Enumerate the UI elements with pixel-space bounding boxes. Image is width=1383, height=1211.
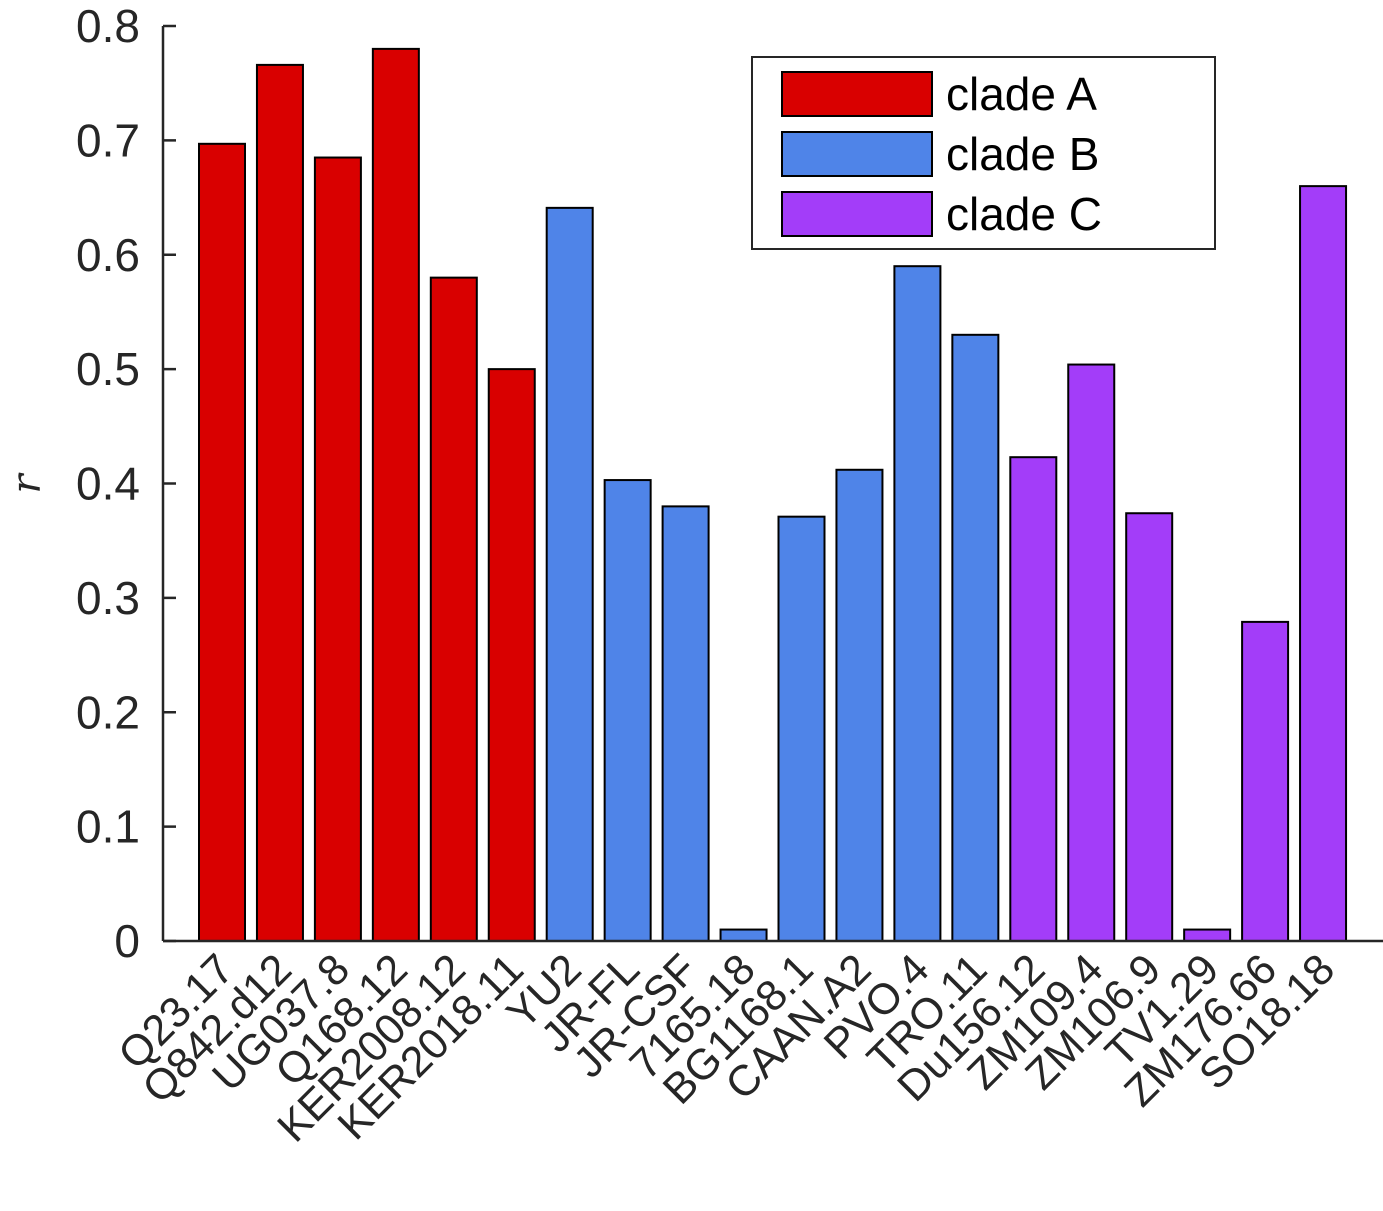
y-tick-label: 0.1 (76, 801, 140, 853)
legend-label: clade B (946, 128, 1099, 180)
y-tick-label: 0.6 (76, 229, 140, 281)
x-tick-labels: Q23.17Q842.d12UG037.8Q168.12KER2008.12KE… (109, 945, 1344, 1151)
y-tick-label: 0.5 (76, 343, 140, 395)
legend-label: clade C (946, 188, 1102, 240)
bar-7 (545, 206, 594, 943)
bar-1 (198, 142, 246, 942)
y-tick-label: 0.4 (76, 458, 140, 510)
legend-swatch (781, 191, 933, 237)
y-tick-label: 0.7 (76, 114, 140, 166)
bar-3 (313, 156, 362, 942)
y-axis-label: r (4, 472, 50, 494)
bar-19 (1241, 620, 1290, 942)
y-tick-label: 0 (114, 915, 140, 967)
y-ticks: 0 0.1 0.2 0.3 0.4 0.5 0.6 0.7 0.8 (76, 0, 176, 967)
bar-18 (1183, 928, 1232, 942)
bars (198, 47, 1348, 943)
bar-9 (661, 505, 710, 943)
legend-swatch (781, 71, 933, 117)
bar-13 (893, 265, 942, 942)
bar-20 (1299, 185, 1348, 943)
bar-2 (255, 63, 304, 942)
legend-label: clade A (946, 68, 1097, 120)
bar-17 (1125, 512, 1174, 942)
bar-12 (835, 468, 884, 942)
bar-10 (719, 928, 768, 942)
y-tick-label: 0.2 (76, 686, 140, 738)
y-tick-label: 0.3 (76, 572, 140, 624)
bar-16 (1067, 363, 1116, 942)
bar-4 (371, 47, 420, 943)
bar-15 (1009, 456, 1058, 942)
y-tick-label: 0.8 (76, 0, 140, 52)
legend: clade A clade B clade C (751, 56, 1216, 250)
bar-14 (951, 333, 1000, 942)
bar-5 (429, 276, 478, 942)
legend-swatch (781, 131, 933, 177)
bar-8 (603, 479, 652, 942)
bar-6 (487, 368, 536, 943)
bar-11 (777, 515, 826, 942)
